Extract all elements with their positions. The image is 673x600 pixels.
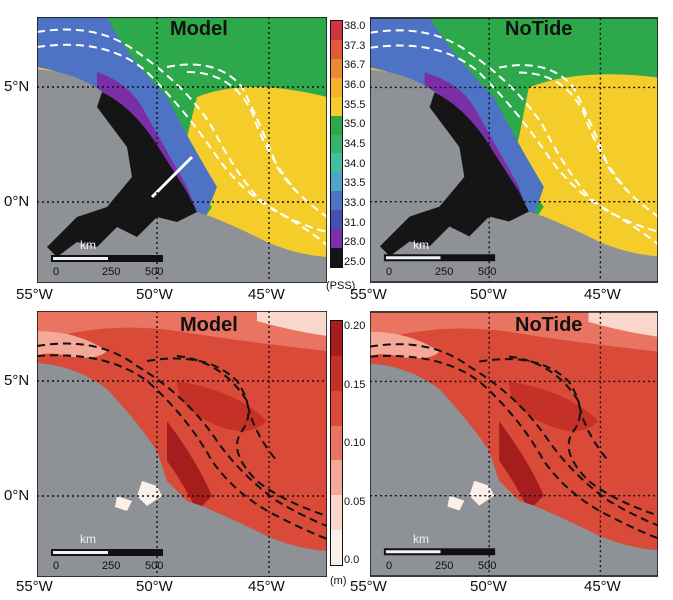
salinity-colorbar-tick-label: 34.5	[344, 138, 366, 150]
lat-label-0n: 0°N	[4, 193, 30, 210]
salinity-colorbar-swatch	[331, 77, 342, 97]
salinity-colorbar-labels: 38.0 37.3 36.7 36.0 35.5 35.0 34.5 34.0 33.5 33.0…	[344, 20, 370, 268]
salinity-colorbar-tick-label: 28.0	[344, 236, 366, 249]
salinity-colorbar-swatch	[331, 115, 342, 135]
lon-label-50w: 50°W	[136, 286, 173, 303]
lon-label-45w: 45°W	[584, 578, 621, 595]
scale-tick-250: 250	[102, 266, 121, 278]
salinity-colorbar-swatch	[331, 134, 342, 154]
salinity-colorbar-swatch	[331, 21, 342, 40]
panel-title-amplitude-model: Model	[180, 314, 238, 336]
salinity-colorbar-tick-label: 34.0	[344, 157, 366, 170]
salinity-colorbar-swatch	[331, 58, 342, 78]
salinity-map-notide	[370, 17, 658, 283]
scale-tick-0: 0	[386, 560, 393, 572]
panel-title-salinity-notide: NoTide	[505, 18, 573, 40]
salinity-colorbar-swatch	[331, 191, 342, 211]
salinity-colorbar	[330, 20, 343, 268]
salinity-colorbar-tick-label: 25.0	[344, 256, 366, 268]
amplitude-colorbar-labels: 0.20 0.15 0.10 0.05 0.0	[344, 320, 370, 566]
panel-title-salinity-model: Model	[170, 18, 228, 40]
lon-label-50w: 50°W	[136, 578, 173, 595]
salinity-colorbar-tick-label: 36.0	[344, 79, 366, 91]
scale-bar-unit: km	[80, 238, 96, 252]
scale-tick-500: 500	[478, 266, 497, 278]
amplitude-colorbar-swatch	[331, 355, 342, 391]
salinity-map-model	[37, 17, 327, 283]
salinity-colorbar-tick-label: 35.5	[344, 98, 366, 111]
amplitude-colorbar-tick-label: 0.10	[344, 437, 366, 449]
salinity-colorbar-swatch	[331, 39, 342, 59]
amplitude-colorbar-tick-label: 0.05	[344, 495, 366, 508]
scale-tick-250: 250	[102, 560, 121, 572]
salinity-colorbar-tick-label: 31.0	[344, 216, 366, 229]
salinity-colorbar-tick-label: 36.7	[344, 59, 366, 72]
salinity-colorbar-swatch	[331, 210, 342, 230]
scale-tick-0: 0	[53, 266, 60, 278]
amplitude-colorbar-swatch	[331, 495, 342, 531]
scale-tick-250: 250	[435, 266, 454, 278]
salinity-unit: (PSS)	[326, 280, 356, 292]
salinity-colorbar-tick-label: 33.5	[344, 177, 366, 190]
lat-label-5n: 5°N	[4, 78, 30, 95]
scale-bar-unit: km	[80, 532, 96, 546]
lon-label-45w: 45°W	[248, 286, 285, 303]
lon-label-45w: 45°W	[248, 578, 285, 595]
amplitude-colorbar-tick-label: 0.20	[344, 320, 366, 332]
salinity-colorbar-tick-label: 35.0	[344, 118, 366, 131]
scale-bar-unit: km	[413, 238, 429, 252]
salinity-colorbar-tick-label: 38.0	[344, 20, 366, 32]
scale-tick-0: 0	[386, 266, 393, 278]
amplitude-colorbar-swatch	[331, 321, 342, 356]
salinity-colorbar-swatch	[331, 172, 342, 192]
scale-tick-250: 250	[435, 560, 454, 572]
lon-label-55w: 55°W	[350, 286, 387, 303]
amplitude-colorbar-swatch	[331, 460, 342, 496]
amplitude-unit: (m)	[330, 575, 347, 587]
salinity-colorbar-swatch	[331, 96, 342, 116]
panel-title-amplitude-notide: NoTide	[515, 314, 583, 336]
lon-label-45w: 45°W	[584, 286, 621, 303]
lat-label-5n: 5°N	[4, 372, 30, 389]
salinity-colorbar-tick-label: 37.3	[344, 39, 366, 52]
scale-tick-500: 500	[145, 266, 164, 278]
lon-label-55w: 55°W	[16, 578, 53, 595]
lat-label-0n: 0°N	[4, 487, 30, 504]
lon-label-55w: 55°W	[350, 578, 387, 595]
river-mouth-shelf	[47, 92, 197, 257]
lon-label-55w: 55°W	[16, 286, 53, 303]
amplitude-colorbar-tick-label: 0.0	[344, 554, 360, 566]
amplitude-colorbar-swatch	[331, 425, 342, 461]
amplitude-colorbar-tick-label: 0.15	[344, 378, 366, 391]
amplitude-colorbar	[330, 320, 343, 566]
scale-tick-0: 0	[53, 560, 60, 572]
salinity-colorbar-swatch	[331, 248, 342, 267]
scale-bar-unit: km	[413, 532, 429, 546]
salinity-colorbar-swatch	[331, 229, 342, 249]
amplitude-colorbar-swatch	[331, 530, 342, 566]
amplitude-map-model	[37, 311, 327, 577]
section-line	[150, 155, 194, 199]
salinity-colorbar-swatch	[331, 153, 342, 173]
scale-tick-500: 500	[478, 560, 497, 572]
amplitude-map-notide	[370, 311, 658, 577]
scale-tick-500: 500	[145, 560, 164, 572]
salinity-colorbar-tick-label: 33.0	[344, 197, 366, 209]
lon-label-50w: 50°W	[470, 286, 507, 303]
lon-label-50w: 50°W	[470, 578, 507, 595]
amplitude-colorbar-swatch	[331, 390, 342, 426]
